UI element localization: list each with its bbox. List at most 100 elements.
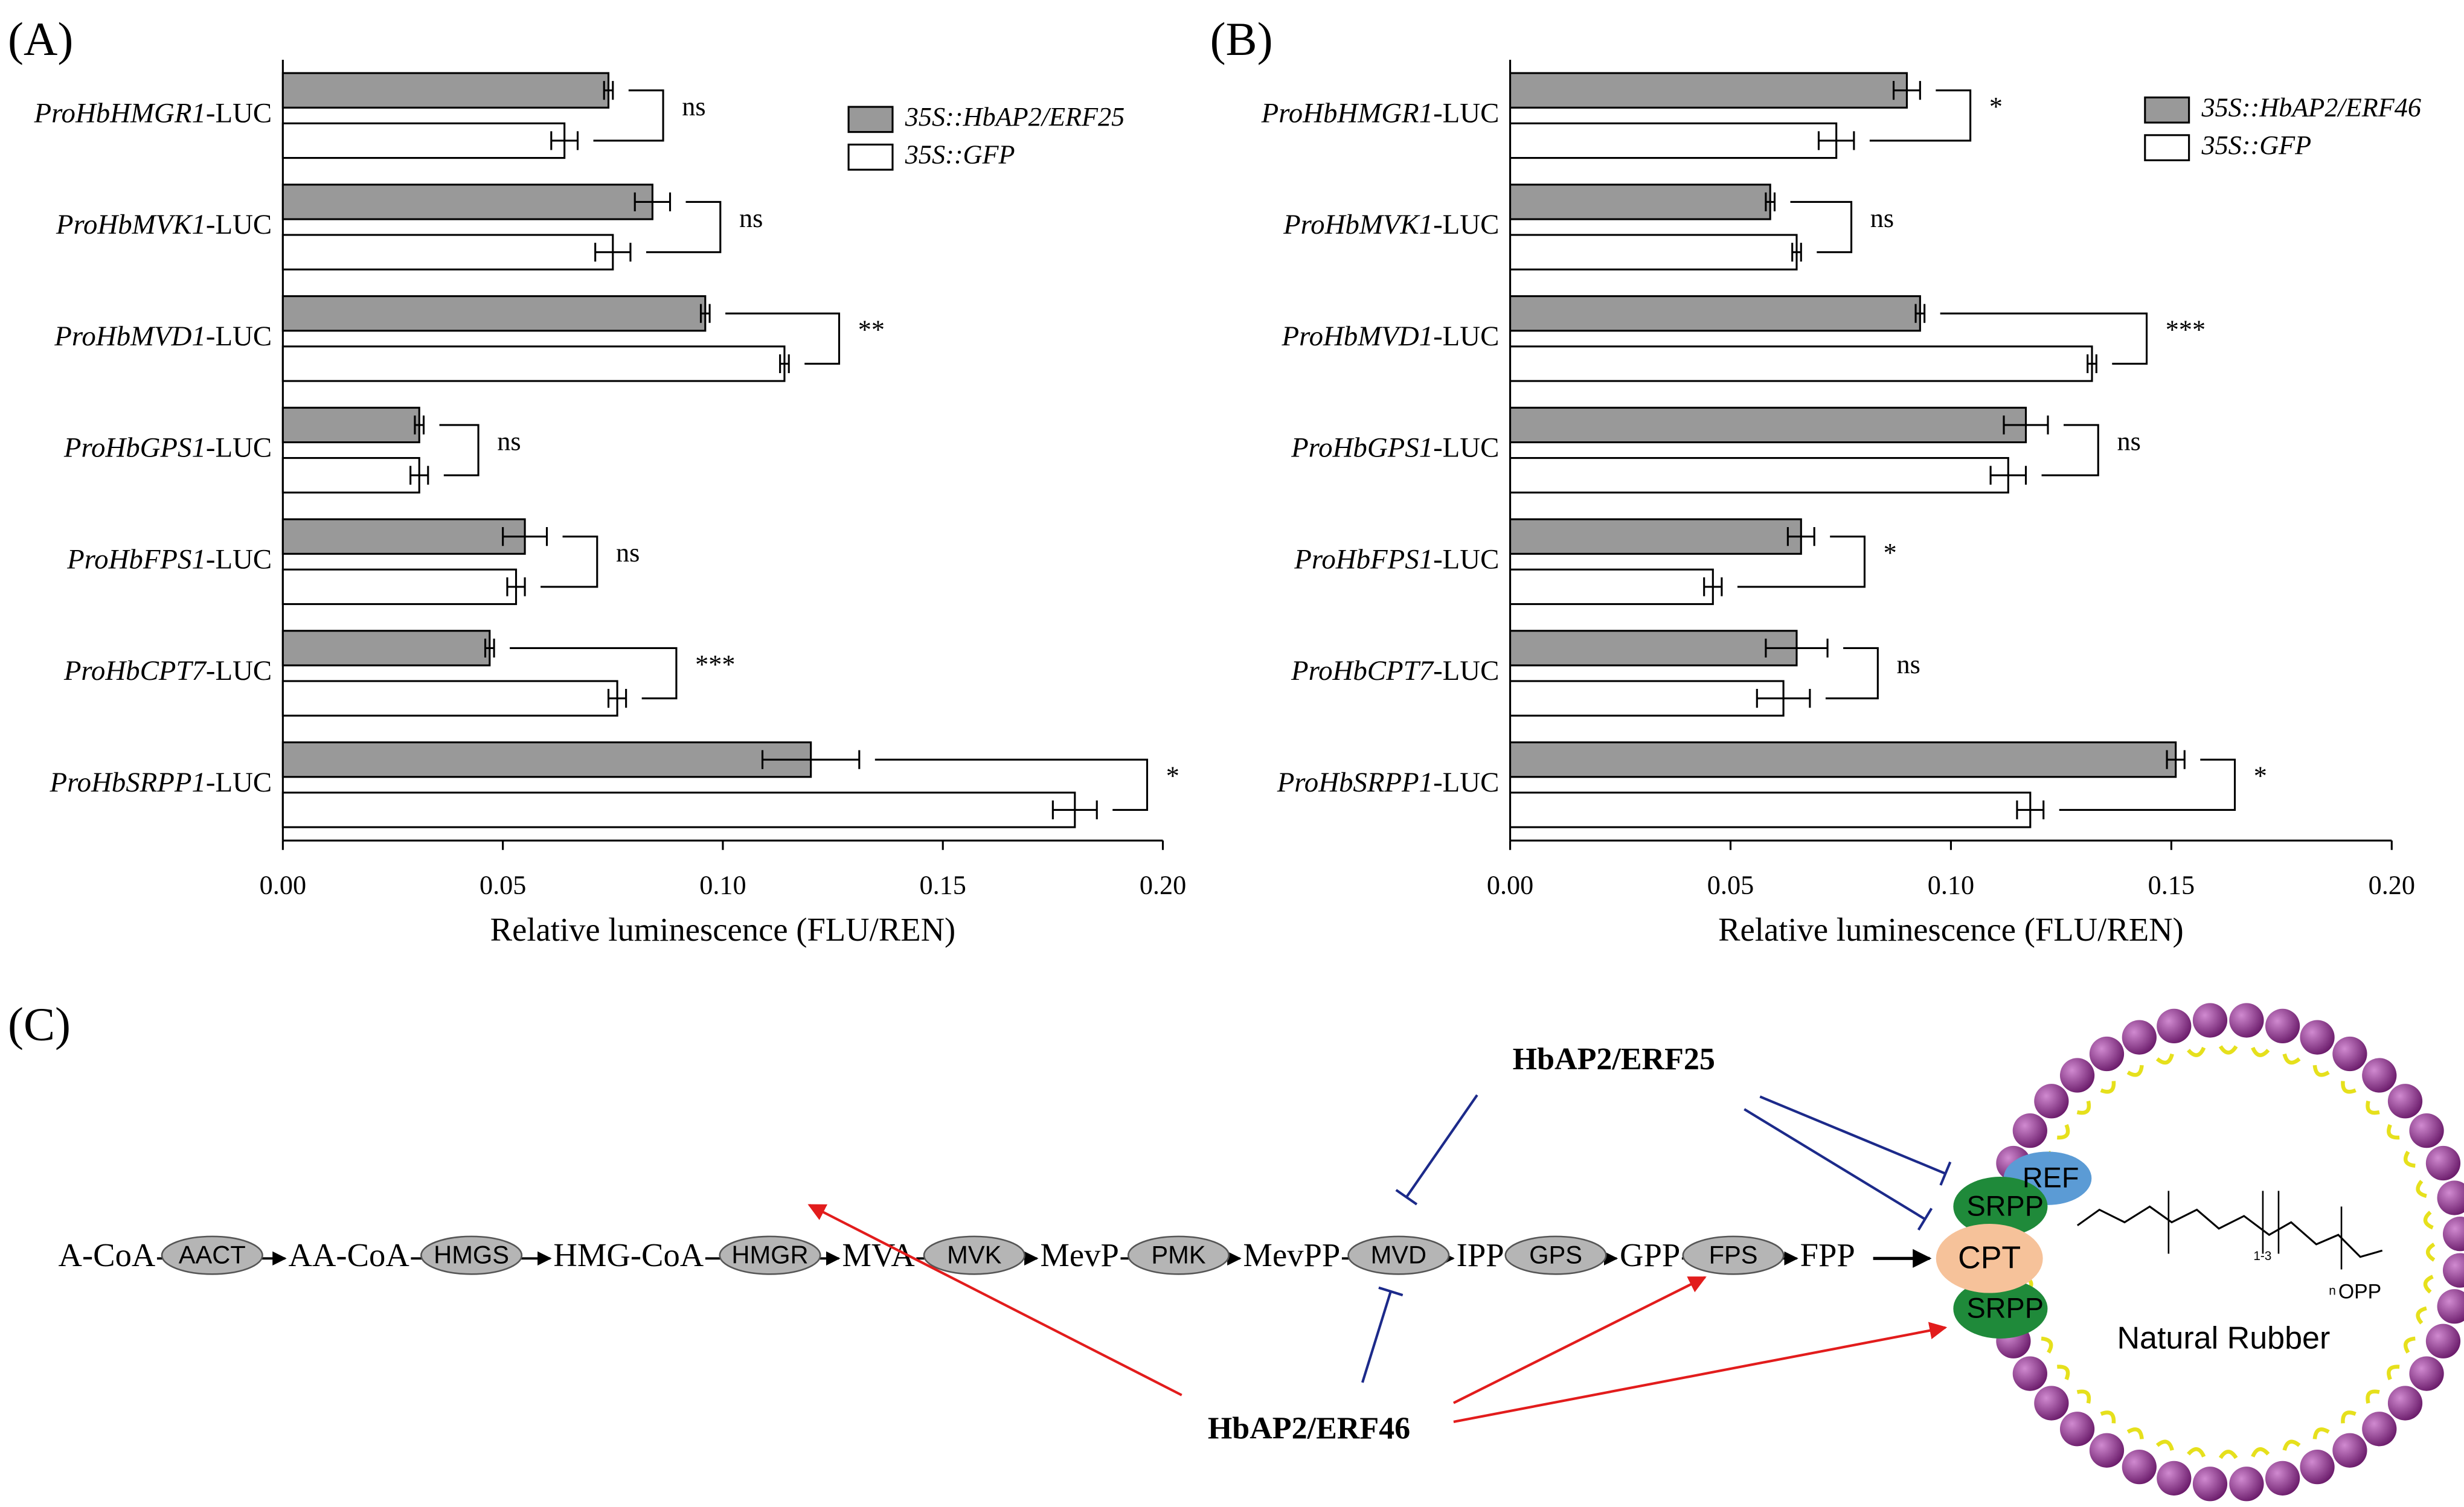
category-label: ProHbSRPP1-LUC [1277, 767, 1500, 798]
bar [1509, 792, 2032, 828]
lipid-tail [2126, 1427, 2144, 1439]
error-bar [1791, 243, 1802, 262]
error-bar [2166, 750, 2186, 769]
category-gene: ProHbFPS1 [66, 543, 206, 575]
significance-label: ** [858, 315, 885, 345]
legend-swatch [847, 106, 894, 133]
significance-bracket [725, 312, 841, 365]
lipid-tail [2155, 1053, 2174, 1065]
error-bar [1989, 466, 2027, 485]
protein-srpp [1953, 1279, 2048, 1339]
category-gene: ProHbSRPP1 [1277, 767, 1433, 798]
category-label: ProHbMVD1-LUC [1281, 321, 1499, 352]
significance-bracket [541, 536, 598, 588]
error-bar [779, 354, 790, 374]
lipid-tail [2282, 1439, 2301, 1451]
lipid-head [2122, 1450, 2157, 1485]
lipid-head [2034, 1386, 2069, 1421]
category-suffix: -LUC [206, 767, 272, 798]
x-tick-label: 0.10 [699, 870, 746, 900]
bar [281, 295, 707, 332]
regulator: HbAP2/ERF46 [1208, 1411, 1410, 1445]
activation [1452, 1276, 1707, 1404]
significance-bracket [1825, 647, 1879, 700]
category-label: ProHbCPT7-LUC [63, 655, 272, 686]
bar [1509, 456, 2009, 494]
lipid-head [2442, 1253, 2464, 1288]
lipid-head [2362, 1058, 2397, 1093]
category-suffix: -LUC [206, 655, 272, 686]
lipid-tail [2126, 1064, 2144, 1077]
lipid-tail [2155, 1439, 2174, 1451]
lipid-tail [2341, 1410, 2357, 1424]
legend-label: 35S::GFP [905, 139, 1015, 169]
metabolite: FPP [1800, 1237, 1855, 1273]
group-label: OPP [2338, 1280, 2381, 1303]
category-suffix: -LUC [1433, 321, 1499, 352]
category-gene: ProHbSRPP1 [49, 767, 205, 798]
category-label: ProHbMVK1-LUC [1283, 209, 1499, 240]
significance-bracket [2059, 758, 2236, 811]
category-gene: ProHbHMGR1 [1261, 97, 1433, 129]
lipid-head [2059, 1058, 2095, 1093]
lipid-tail [2282, 1053, 2301, 1065]
category-gene: ProHbMVD1 [1281, 321, 1433, 352]
bar [1509, 345, 2093, 382]
lipid-tail [2100, 1410, 2116, 1424]
bar [1509, 122, 1838, 159]
enzyme-node [923, 1235, 1025, 1275]
significance-label: ns [497, 426, 521, 456]
enzyme-label: GPS [1529, 1241, 1582, 1269]
lipid-head [2300, 1450, 2335, 1485]
lipid-head [2332, 1036, 2367, 1072]
lipid-head [2192, 1467, 2228, 1502]
significance-label: *** [695, 650, 735, 679]
bar [1509, 184, 1771, 220]
error-bar [1765, 192, 1776, 212]
legend-swatch [2144, 134, 2190, 162]
legend-swatch [2144, 96, 2190, 124]
x-axis-label: Relative luminescence (FLU/REN) [490, 911, 956, 948]
bar [1509, 406, 2027, 444]
lipid-head [2012, 1356, 2047, 1391]
x-tick-label: 0.00 [260, 870, 306, 900]
category-gene: ProHbGPS1 [1291, 432, 1433, 463]
lipid-tail [2057, 1124, 2070, 1140]
lipid-tail [2218, 1450, 2238, 1459]
x-tick-label: 0.20 [2369, 870, 2415, 900]
significance-bracket [1790, 200, 1853, 254]
significance-label: * [1166, 761, 1179, 791]
lipid-tail [2076, 1100, 2091, 1115]
bar [281, 741, 812, 778]
error-bar [409, 466, 429, 485]
lipid-tail [2251, 1046, 2270, 1057]
metabolite: MVA [842, 1237, 915, 1273]
rubber-brackets [2167, 1191, 2343, 1270]
subscript: 1-3 [2253, 1249, 2271, 1263]
enzyme-label: HMGR [731, 1241, 808, 1269]
error-bar [506, 577, 526, 597]
category-label: ProHbMVD1-LUC [54, 321, 272, 352]
subscript: n [2329, 1284, 2336, 1297]
lipid-tail [2403, 1150, 2416, 1168]
lipid-tail [2416, 1306, 2427, 1325]
category-suffix: -LUC [1433, 655, 1499, 686]
protein-cpt [1936, 1224, 2043, 1293]
error-bar [1703, 577, 1723, 597]
category-suffix: -LUC [206, 543, 272, 575]
significance-label: ns [739, 203, 763, 233]
category-label: ProHbGPS1-LUC [63, 432, 272, 463]
enzyme-node [161, 1235, 263, 1275]
category-suffix: -LUC [1433, 767, 1499, 798]
lipid-head [2034, 1084, 2069, 1119]
lipid-tail [2387, 1365, 2400, 1380]
lipid-tail [2100, 1081, 2116, 1094]
lipid-tail [2057, 1365, 2070, 1380]
bar [1509, 234, 1798, 270]
significance-bracket [646, 200, 722, 254]
significance-label: ns [2117, 426, 2140, 456]
significance-label: *** [2166, 315, 2206, 345]
error-bar [761, 750, 861, 769]
error-bar [2016, 800, 2045, 820]
enzyme-node [420, 1235, 523, 1275]
